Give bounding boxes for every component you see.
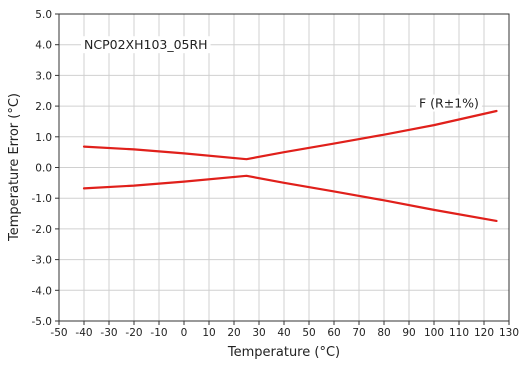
y-axis-label: Temperature Error (°C) xyxy=(7,93,22,242)
x-tick-label: 10 xyxy=(202,327,215,339)
series-lines xyxy=(82,109,498,223)
y-tick-label: -2.0 xyxy=(32,224,53,236)
x-tick-label: -50 xyxy=(50,327,67,339)
axis-ticks: -50 -40 -30 -20 -10 0 10 20 30 40 50 60 70 80 90 100 110… xyxy=(32,9,520,339)
x-tick-label: -20 xyxy=(125,327,142,339)
y-tick-label: 3.0 xyxy=(35,70,52,82)
x-tick-label: 60 xyxy=(327,327,340,339)
x-tick-label: 90 xyxy=(402,327,415,339)
x-tick-label: 100 xyxy=(424,327,444,339)
annotations: NCP02XH103_05RH F (R±1%) xyxy=(81,36,482,112)
y-tick-label: 0.0 xyxy=(35,163,52,175)
x-tick-label: 110 xyxy=(449,327,469,339)
x-tick-label: 50 xyxy=(302,327,315,339)
x-tick-label: 70 xyxy=(352,327,365,339)
x-tick-label: -10 xyxy=(150,327,167,339)
lower-error-limit-line xyxy=(82,174,498,223)
y-tick-label: -3.0 xyxy=(32,255,53,267)
y-tick-label: 4.0 xyxy=(35,40,52,52)
y-tick-label: 1.0 xyxy=(35,132,52,144)
x-axis-label: Temperature (°C) xyxy=(227,345,340,360)
x-tick-label: 20 xyxy=(227,327,240,339)
y-tick-label: -4.0 xyxy=(32,285,53,297)
tolerance-annotation-background xyxy=(416,94,482,112)
x-tick-label: 80 xyxy=(377,327,390,339)
part-number-annotation: NCP02XH103_05RH xyxy=(84,37,208,52)
grid-lines xyxy=(59,14,509,321)
x-tick-label: 130 xyxy=(499,327,519,339)
x-tick-label: 40 xyxy=(277,327,290,339)
y-tick-label: -5.0 xyxy=(32,316,53,328)
x-tick-label: -30 xyxy=(100,327,117,339)
x-tick-label: 0 xyxy=(181,327,188,339)
x-tick-label: -40 xyxy=(75,327,92,339)
part-number-annotation-background xyxy=(81,36,211,54)
x-tick-label: 30 xyxy=(252,327,265,339)
upper-error-limit-line xyxy=(82,109,498,161)
y-tick-label: -1.0 xyxy=(32,193,53,205)
y-tick-label: 5.0 xyxy=(35,9,52,21)
x-tick-label: 120 xyxy=(474,327,494,339)
tolerance-annotation: F (R±1%) xyxy=(419,96,479,111)
y-tick-label: 2.0 xyxy=(35,101,52,113)
